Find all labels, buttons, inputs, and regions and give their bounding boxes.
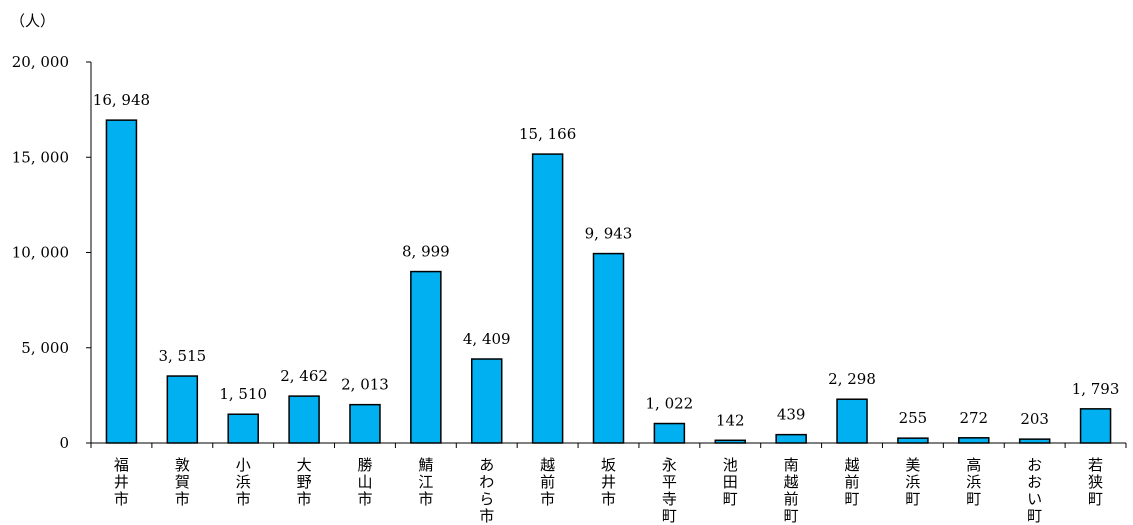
x-tick-label: あわら市 — [479, 456, 494, 525]
x-tick-label: 高浜町 — [966, 456, 981, 508]
x-axis: 福井市 敦賀市 小浜市 大野市 勝山市 鯖江市 あわら市 越前市 坂井市 永平寺町 池田町 南越前町 越… — [90, 442, 1127, 525]
bar — [531, 153, 564, 444]
bar — [410, 270, 442, 444]
data-label: 439 — [777, 406, 806, 424]
bar — [897, 437, 929, 444]
y-tick-label: 0 — [59, 434, 69, 452]
data-label: 2, 462 — [280, 367, 328, 385]
x-tick-label: 越前市 — [540, 456, 555, 508]
data-label: 15, 166 — [519, 125, 576, 143]
y-tick-label: 10, 000 — [12, 244, 69, 262]
x-tick-label: 坂井市 — [601, 456, 616, 508]
data-label: 8, 999 — [402, 243, 450, 261]
bar — [775, 433, 807, 444]
y-tick-label: 15, 000 — [12, 148, 69, 166]
data-label: 1, 022 — [646, 395, 694, 413]
x-tick-label: 永平寺町 — [662, 456, 677, 525]
data-label: 3, 515 — [158, 347, 206, 365]
bar — [105, 119, 138, 444]
data-label: 1, 510 — [219, 385, 267, 403]
data-label: 1, 793 — [1072, 380, 1120, 398]
bar — [592, 252, 625, 444]
x-tick-label: 南越前町 — [784, 456, 799, 525]
x-tick-label: 敦賀市 — [175, 456, 190, 508]
bar — [166, 375, 199, 444]
x-tick-label: 池田町 — [723, 456, 738, 508]
bar — [836, 398, 868, 444]
bar — [653, 422, 686, 444]
bars: 16, 948 3, 515 1, 510 2, 462 2, 013 8, 999 4, … — [93, 91, 1120, 444]
x-tick-label: 鯖江市 — [418, 456, 433, 508]
y-tick-label: 20, 000 — [12, 53, 69, 71]
y-tick-label: 5, 000 — [21, 339, 69, 357]
data-label: 9, 943 — [585, 225, 633, 243]
y-axis: 0 5, 000 10, 000 15, 000 20, 000 — [12, 53, 92, 452]
bar — [349, 403, 381, 444]
x-tick-label: 小浜市 — [236, 456, 251, 508]
data-label: 203 — [1020, 410, 1049, 428]
x-tick-label: おおい町 — [1027, 456, 1042, 525]
x-tick-label: 大野市 — [297, 456, 312, 508]
data-label: 2, 013 — [341, 376, 389, 394]
x-tick-label: 勝山市 — [357, 456, 372, 508]
y-unit-label: （人） — [10, 12, 55, 30]
x-tick-label: 福井市 — [114, 456, 129, 508]
data-label: 4, 409 — [463, 330, 511, 348]
bar — [1018, 438, 1051, 444]
data-label: 255 — [899, 409, 928, 427]
data-label: 272 — [959, 409, 988, 427]
bar — [1079, 408, 1112, 444]
x-tick-label: 美浜町 — [905, 456, 920, 508]
bar — [227, 413, 259, 444]
x-tick-label: 越前町 — [845, 456, 860, 508]
data-label: 16, 948 — [93, 91, 150, 109]
bar — [470, 358, 503, 444]
x-tick-label: 若狭町 — [1088, 456, 1103, 508]
data-label: 2, 298 — [828, 370, 876, 388]
data-label: 142 — [716, 411, 745, 429]
bar — [288, 395, 320, 444]
bar — [958, 437, 990, 444]
